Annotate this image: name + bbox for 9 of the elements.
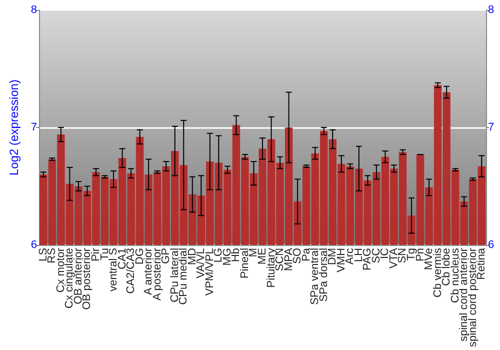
x-tick-label: A posterior xyxy=(151,248,164,301)
x-tick-label: Tg xyxy=(406,248,418,261)
y2-tick-label: 7 xyxy=(488,121,494,134)
y-tick-label: 8 xyxy=(30,4,38,16)
y2-tick-label: 8 xyxy=(488,4,494,16)
y2-tick-label: 6 xyxy=(488,238,494,251)
y-axis-title: Log2 (expression) xyxy=(7,79,21,176)
y-tick-label: 7 xyxy=(30,121,38,134)
y-tick-label: 6 xyxy=(30,238,38,251)
